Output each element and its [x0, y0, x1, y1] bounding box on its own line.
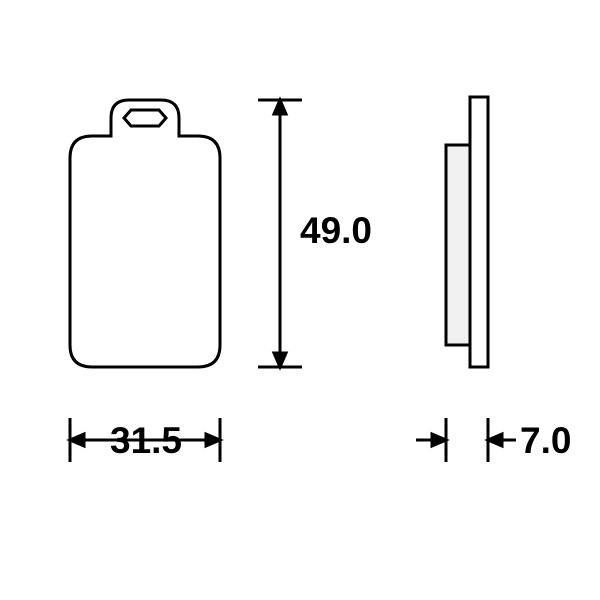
- height-dim-label: 49.0: [300, 210, 372, 252]
- thickness-dimension: [416, 418, 516, 462]
- pad-outline: [70, 100, 220, 367]
- side-view: [446, 97, 488, 367]
- side-friction-pad: [446, 145, 470, 345]
- side-backing-plate: [470, 97, 488, 367]
- height-dimension: [258, 100, 302, 367]
- diagram-svg: [0, 0, 600, 600]
- diagram-canvas: 31.5 49.0 7.0: [0, 0, 600, 600]
- thickness-dim-label: 7.0: [520, 420, 571, 462]
- front-view: [70, 100, 220, 367]
- width-dim-label: 31.5: [110, 420, 182, 462]
- pad-mounting-hole: [124, 110, 166, 126]
